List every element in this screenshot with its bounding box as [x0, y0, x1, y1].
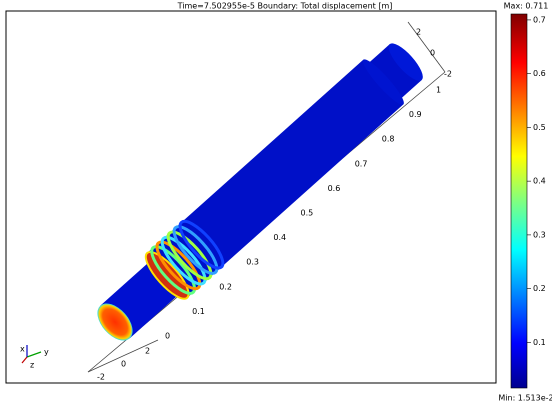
- length-tick-label: 0.2: [219, 282, 232, 291]
- height-tick-label: 2: [416, 28, 421, 37]
- length-tick-label: 1: [436, 86, 441, 95]
- colorbar-tick-label: 0.1: [533, 338, 546, 347]
- length-tick-label: 0.1: [192, 307, 205, 316]
- colorbar-tick-label: 0.6: [533, 69, 546, 78]
- length-tick-label: 0.6: [328, 184, 341, 193]
- length-tick-label: 0.8: [382, 135, 395, 144]
- height-tick-label: 0: [430, 49, 435, 58]
- triad-label: x: [20, 345, 25, 354]
- colorbar-tick-label: 0.5: [533, 123, 546, 132]
- colorbar-tick-label: 0.7: [533, 15, 546, 24]
- triad-label: y: [44, 348, 49, 357]
- length-tick-label: 0.3: [246, 258, 259, 267]
- length-tick-label: 0.7: [355, 159, 368, 168]
- max-label: Max: 0.711: [504, 2, 549, 11]
- length-tick-label: 0.5: [301, 209, 314, 218]
- length-tick-label: 0.9: [409, 110, 422, 119]
- plot-title: Time=7.502955e-5 Boundary: Total displac…: [177, 2, 393, 11]
- width-tick-label: -2: [97, 373, 105, 382]
- colorbar: [511, 14, 527, 388]
- colorbar-tick-label: 0.3: [533, 230, 546, 239]
- min-label: Min: 1.513e-2: [498, 394, 552, 403]
- length-tick-label: 0: [165, 332, 170, 341]
- chart: Time=7.502955e-5 Boundary: Total displac…: [0, 0, 552, 405]
- width-tick-label: 0: [121, 360, 126, 369]
- length-tick-label: 0.4: [273, 233, 286, 242]
- colorbar-tick-label: 0.2: [533, 284, 546, 293]
- triad-label: z: [30, 361, 34, 370]
- colorbar-tick-label: 0.4: [533, 177, 546, 186]
- width-tick-label: 2: [145, 347, 150, 356]
- height-tick-label: -2: [444, 70, 452, 79]
